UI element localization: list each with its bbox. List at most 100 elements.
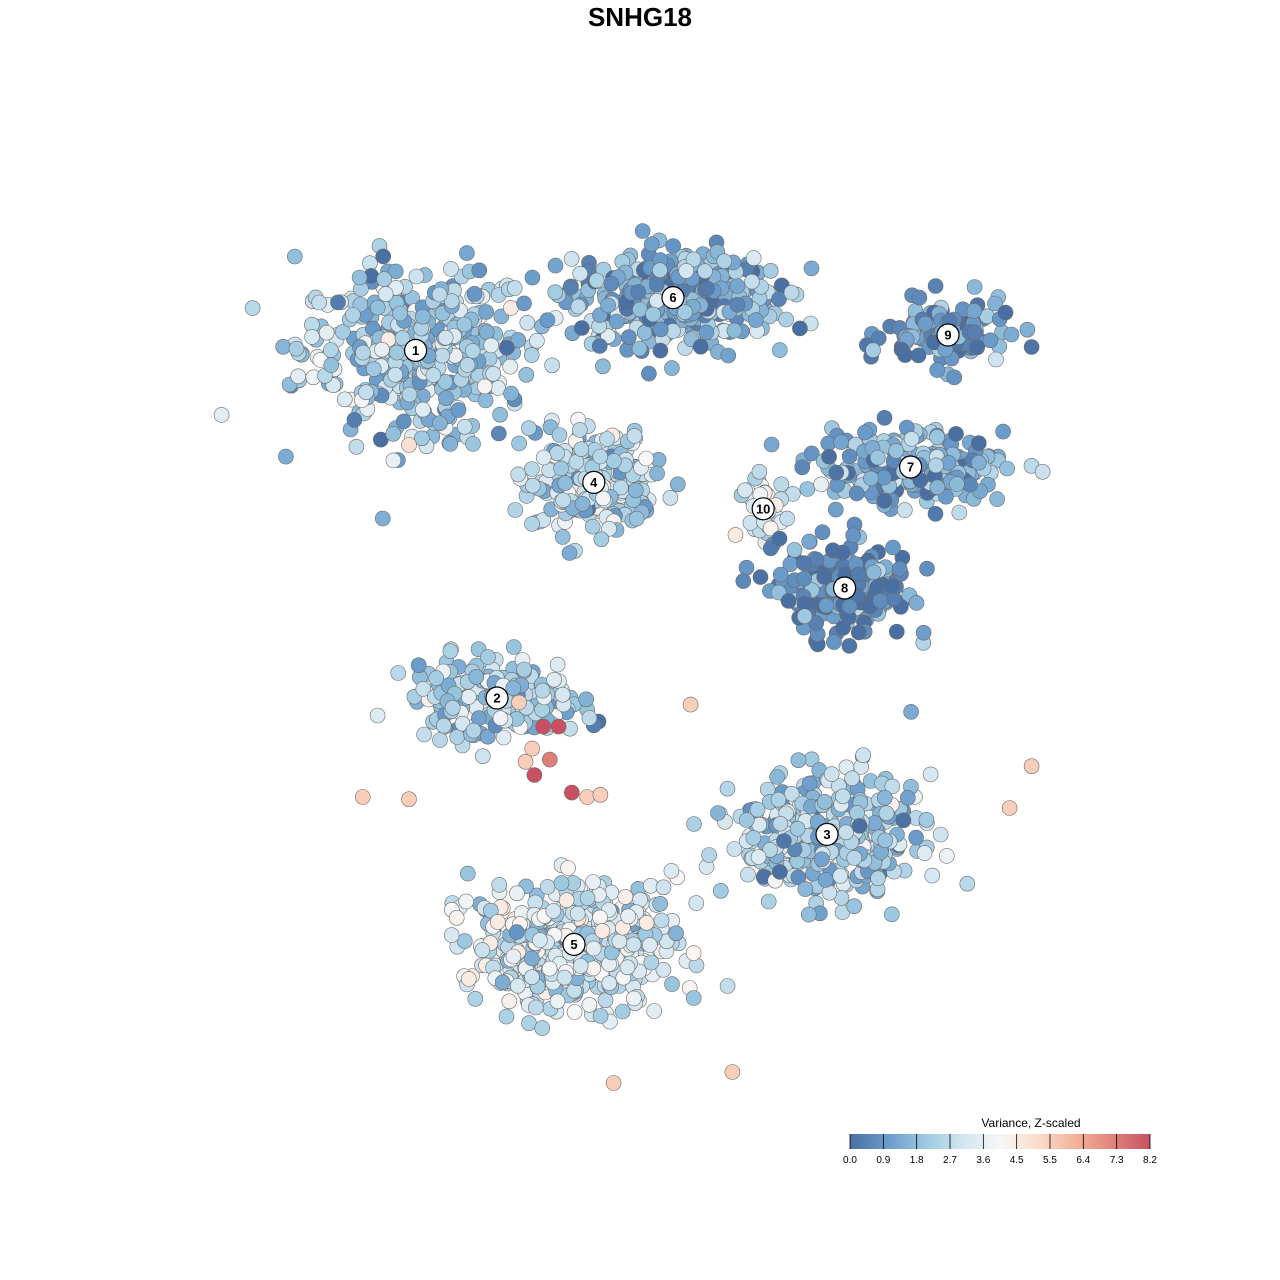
cell-point <box>817 872 834 888</box>
cell-point <box>999 460 1015 477</box>
cell-point <box>946 369 963 386</box>
colorbar-tick-label: 0.0 <box>843 1155 857 1166</box>
cell-point <box>334 324 351 340</box>
cell-point <box>460 971 477 987</box>
cell-point <box>278 448 294 465</box>
cell-point <box>638 450 655 467</box>
cell-point <box>415 681 432 697</box>
cell-point <box>588 272 605 289</box>
cell-point <box>483 337 500 354</box>
cell-point <box>835 788 851 805</box>
cell-point <box>549 445 565 462</box>
cell-point <box>677 304 693 321</box>
cell-point <box>634 223 651 239</box>
cell-point <box>459 245 475 261</box>
high-variance-point <box>682 696 699 713</box>
cell-point <box>652 262 668 279</box>
cell-point <box>924 867 941 884</box>
cell-point <box>738 812 755 828</box>
cell-point <box>771 342 788 358</box>
cell-point <box>888 623 905 640</box>
cell-point <box>492 406 508 423</box>
cell-point <box>727 527 744 543</box>
cell-point <box>922 766 939 783</box>
cell-point <box>816 569 833 585</box>
cell-point <box>929 429 945 445</box>
high-variance-point <box>401 791 417 808</box>
cell-point <box>539 879 556 895</box>
cell-point <box>516 295 532 312</box>
cell-point <box>474 942 491 958</box>
cell-point <box>524 269 541 286</box>
cell-point <box>903 704 919 720</box>
cell-point <box>771 864 788 880</box>
cell-point <box>803 445 820 462</box>
cell-point <box>632 301 648 318</box>
cell-point <box>561 545 578 561</box>
high-variance-point <box>563 784 580 801</box>
cell-point <box>620 908 637 925</box>
cell-point <box>401 386 418 403</box>
cell-point <box>643 954 660 971</box>
cell-point <box>835 620 851 636</box>
cell-point <box>729 296 746 313</box>
cell-point <box>603 275 620 292</box>
cell-point <box>491 877 508 893</box>
cell-point <box>503 385 519 402</box>
cell-point <box>546 671 562 688</box>
colorbar-tick-label: 8.2 <box>1143 1155 1157 1166</box>
cell-point <box>620 329 637 346</box>
cell-point <box>747 312 764 328</box>
cell-point <box>916 845 933 861</box>
cell-point <box>591 338 608 354</box>
cell-point <box>697 263 713 280</box>
cell-point <box>716 253 733 270</box>
cell-point <box>594 923 611 939</box>
cell-point <box>628 510 645 527</box>
cell-point <box>919 560 935 577</box>
cell-point <box>502 358 519 375</box>
high-variance-point <box>605 1075 622 1091</box>
cell-point <box>377 286 394 302</box>
cell-point <box>772 566 789 583</box>
cell-point <box>652 321 669 338</box>
cell-point <box>648 276 665 293</box>
cell-point <box>304 329 320 345</box>
cluster-label-text: 1 <box>412 343 419 358</box>
cell-point <box>663 863 680 879</box>
cluster-labels: 1 6 9 7 4 10 8 2 3 5 <box>404 286 960 957</box>
cell-point <box>385 452 402 469</box>
cell-point <box>554 529 571 545</box>
cell-point <box>833 434 849 450</box>
cell-point <box>507 502 524 518</box>
cell-point <box>855 747 872 764</box>
cell-point <box>275 338 291 355</box>
cell-point <box>846 850 863 866</box>
cluster-label-text: 3 <box>823 827 830 842</box>
cell-point <box>897 347 913 363</box>
cell-point <box>678 263 695 279</box>
high-variance-point <box>535 718 552 735</box>
cell-point <box>908 595 925 611</box>
cell-point <box>581 710 598 726</box>
cluster-label-text: 10 <box>756 501 770 516</box>
cell-point <box>355 344 371 361</box>
cell-point <box>772 815 789 832</box>
cell-point <box>244 300 261 316</box>
cell-point <box>585 874 601 890</box>
cell-point <box>323 357 340 373</box>
cluster-label-badge <box>582 470 606 494</box>
cell-point <box>938 848 955 864</box>
cell-point <box>611 933 628 950</box>
colorbar-tick-label: 1.8 <box>910 1155 924 1166</box>
high-variance-point <box>541 751 558 768</box>
cell-point <box>573 320 590 336</box>
cell-point <box>742 515 759 531</box>
cluster-label-text: 6 <box>669 290 676 305</box>
cell-point <box>428 670 445 686</box>
high-variance-point <box>1001 800 1018 816</box>
cell-point <box>646 1003 663 1019</box>
cell-point <box>652 342 669 359</box>
cell-point <box>503 300 519 316</box>
